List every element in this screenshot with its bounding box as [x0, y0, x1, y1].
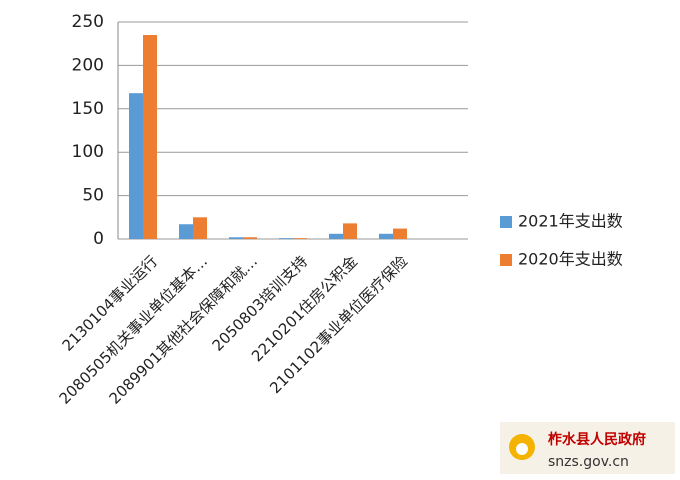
bar	[393, 228, 407, 239]
bar	[279, 238, 293, 239]
legend-label: 2020年支出数	[518, 250, 623, 269]
bar	[243, 237, 257, 239]
watermark-logo-inner	[516, 443, 528, 455]
y-tick-label: 50	[82, 186, 104, 206]
watermark-title: 柞水县人民政府	[548, 431, 646, 448]
y-tick-label: 100	[72, 142, 104, 162]
watermark-url: snzs.gov.cn	[548, 454, 629, 470]
bar	[379, 233, 393, 239]
bar	[343, 223, 357, 239]
bar	[143, 35, 157, 239]
x-tick-label: 2130104事业运行	[59, 252, 161, 354]
bar	[193, 217, 207, 239]
bar	[293, 238, 307, 239]
x-tick-label: 2050803培训支持	[209, 252, 311, 354]
y-tick-label: 200	[72, 55, 104, 75]
y-tick-label: 250	[72, 12, 104, 32]
y-tick-label: 0	[93, 229, 104, 249]
legend-swatch	[500, 254, 512, 266]
bar	[329, 233, 343, 239]
bar	[129, 93, 143, 240]
bar	[229, 237, 243, 239]
y-tick-label: 150	[72, 99, 104, 119]
legend-label: 2021年支出数	[518, 212, 623, 231]
bar	[179, 224, 193, 239]
legend-swatch	[500, 216, 512, 228]
